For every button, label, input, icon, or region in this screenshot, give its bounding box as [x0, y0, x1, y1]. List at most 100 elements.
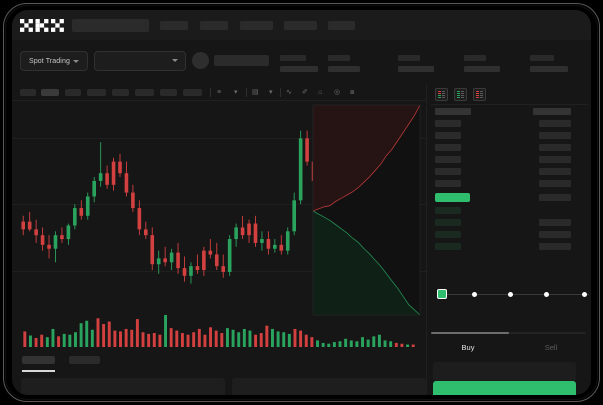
trade-side-tabs: Buy Sell — [427, 339, 591, 355]
orderbook-ask-qty — [539, 144, 571, 151]
trading-pair-select[interactable] — [94, 51, 186, 71]
orderbook-mode-both-icon[interactable] — [435, 88, 448, 101]
timeframe-4[interactable] — [87, 89, 106, 96]
orders-panel-right[interactable] — [232, 378, 426, 395]
orderbook-ask-qty — [539, 180, 571, 187]
tab-chart[interactable] — [22, 356, 55, 364]
slider-track — [441, 293, 589, 295]
place-order-button[interactable] — [433, 381, 576, 395]
tab-info[interactable] — [69, 356, 100, 364]
top-navigation-bar — [12, 10, 591, 40]
orderbook-scrollbar[interactable] — [431, 332, 586, 334]
candlestick-chart[interactable] — [12, 101, 426, 351]
slider-stop-50[interactable] — [508, 291, 513, 297]
chart-bottom-tabs — [12, 351, 426, 373]
timeframe-2[interactable] — [41, 89, 59, 96]
orderbook-col-header-price — [435, 108, 471, 115]
timeframe-1[interactable] — [20, 89, 36, 96]
trade-tab-buy[interactable]: Buy — [461, 342, 475, 352]
chart-type-icon[interactable]: ▤ — [252, 89, 259, 96]
toolbar-divider — [280, 88, 281, 97]
pencil-icon[interactable]: ✐ — [302, 89, 308, 96]
orderbook-ask-row[interactable] — [435, 144, 461, 151]
orderbook-ask-row[interactable] — [435, 168, 461, 175]
chevron-down-icon — [172, 59, 178, 62]
settings-icon[interactable]: ◎ — [334, 89, 341, 96]
active-tab-indicator — [22, 370, 55, 372]
pair-name-label — [214, 55, 269, 66]
chevron-down-icon — [72, 59, 79, 63]
market-type-select[interactable]: Spot Trading — [20, 51, 88, 71]
drawing-line-icon[interactable]: ∿ — [286, 89, 292, 96]
slider-stop-100[interactable] — [582, 291, 587, 297]
nav-item-2[interactable] — [200, 21, 228, 30]
orderbook-ask-row[interactable] — [435, 132, 461, 139]
chart-gridline — [12, 204, 426, 205]
orderbook-current-qty — [539, 194, 571, 201]
toolbar-divider — [210, 88, 211, 97]
nav-item-1[interactable] — [160, 21, 188, 30]
indicator-dropdown-icon[interactable]: ▾ — [234, 89, 238, 96]
orderbook-ask-qty — [539, 156, 571, 163]
trade-tab-sell[interactable]: Sell — [544, 342, 558, 352]
orderbook-ask-row[interactable] — [435, 156, 461, 163]
orderbook-list[interactable] — [427, 106, 591, 266]
fullscreen-icon[interactable]: ⧈ — [350, 89, 355, 96]
order-price-field[interactable] — [433, 362, 576, 381]
mode-bars — [480, 91, 483, 98]
camera-icon[interactable]: ⌂ — [318, 89, 323, 96]
app-screen: Spot Trading — [12, 10, 591, 395]
mode-bars — [438, 91, 441, 98]
orderbook-current-price — [435, 193, 470, 202]
orderbook-bid-row[interactable] — [435, 219, 461, 226]
timeframe-3[interactable] — [65, 89, 81, 96]
nav-item-4[interactable] — [284, 21, 317, 30]
mode-bars — [476, 91, 479, 98]
stat-block-5 — [530, 55, 572, 72]
slider-handle[interactable] — [437, 289, 447, 299]
chart-type-dropdown-icon[interactable]: ▾ — [269, 89, 273, 96]
orderbook-bid-row[interactable] — [435, 207, 461, 214]
nav-item-5[interactable] — [328, 21, 355, 30]
orderbook-bid-row[interactable] — [435, 231, 461, 238]
indicator-icon[interactable]: ≡ — [217, 89, 222, 96]
slider-stop-25[interactable] — [472, 291, 477, 297]
orders-panel-left[interactable] — [21, 378, 225, 395]
mode-bars — [461, 91, 464, 98]
market-depth-overlay — [312, 104, 421, 316]
orderbook-ask-row[interactable] — [435, 120, 461, 127]
slider-stop-75[interactable] — [544, 291, 549, 297]
orderbook-ask-qty — [539, 132, 571, 139]
scrollbar-thumb[interactable] — [431, 332, 509, 334]
stat-block-4 — [464, 55, 504, 72]
timeframe-8[interactable] — [183, 89, 202, 96]
nav-item-3[interactable] — [240, 21, 273, 30]
orderbook-bid-row[interactable] — [435, 243, 461, 250]
orderbook-bid-qty — [539, 243, 571, 250]
timeframe-7[interactable] — [160, 89, 177, 96]
toolbar-divider — [246, 88, 247, 97]
timeframe-5[interactable] — [112, 89, 129, 96]
stat-block-3 — [398, 55, 438, 72]
timeframe-6[interactable] — [135, 89, 154, 96]
chart-gridline — [12, 271, 426, 272]
orderbook-bid-qty — [539, 231, 571, 238]
okx-logo-icon[interactable] — [20, 19, 64, 32]
orderbook-bid-qty — [539, 219, 571, 226]
orderbook-view-modes — [435, 88, 486, 101]
mode-bars — [442, 91, 445, 98]
orderbook-mode-bids-icon[interactable] — [454, 88, 467, 101]
orderbook-ask-row[interactable] — [435, 180, 461, 187]
volume-series — [23, 315, 415, 347]
mode-bars — [457, 91, 460, 98]
search-input[interactable] — [72, 19, 149, 32]
orderbook-col-header-qty — [533, 108, 571, 115]
chart-gridline — [12, 138, 426, 139]
orderbook-mode-asks-icon[interactable] — [473, 88, 486, 101]
amount-percent-slider[interactable] — [437, 288, 589, 300]
instrument-header: Spot Trading — [12, 40, 591, 84]
orderbook-ask-qty — [539, 168, 571, 175]
orderbook-ask-qty — [539, 120, 571, 127]
orderbook-sidebar: Buy Sell — [426, 84, 591, 395]
